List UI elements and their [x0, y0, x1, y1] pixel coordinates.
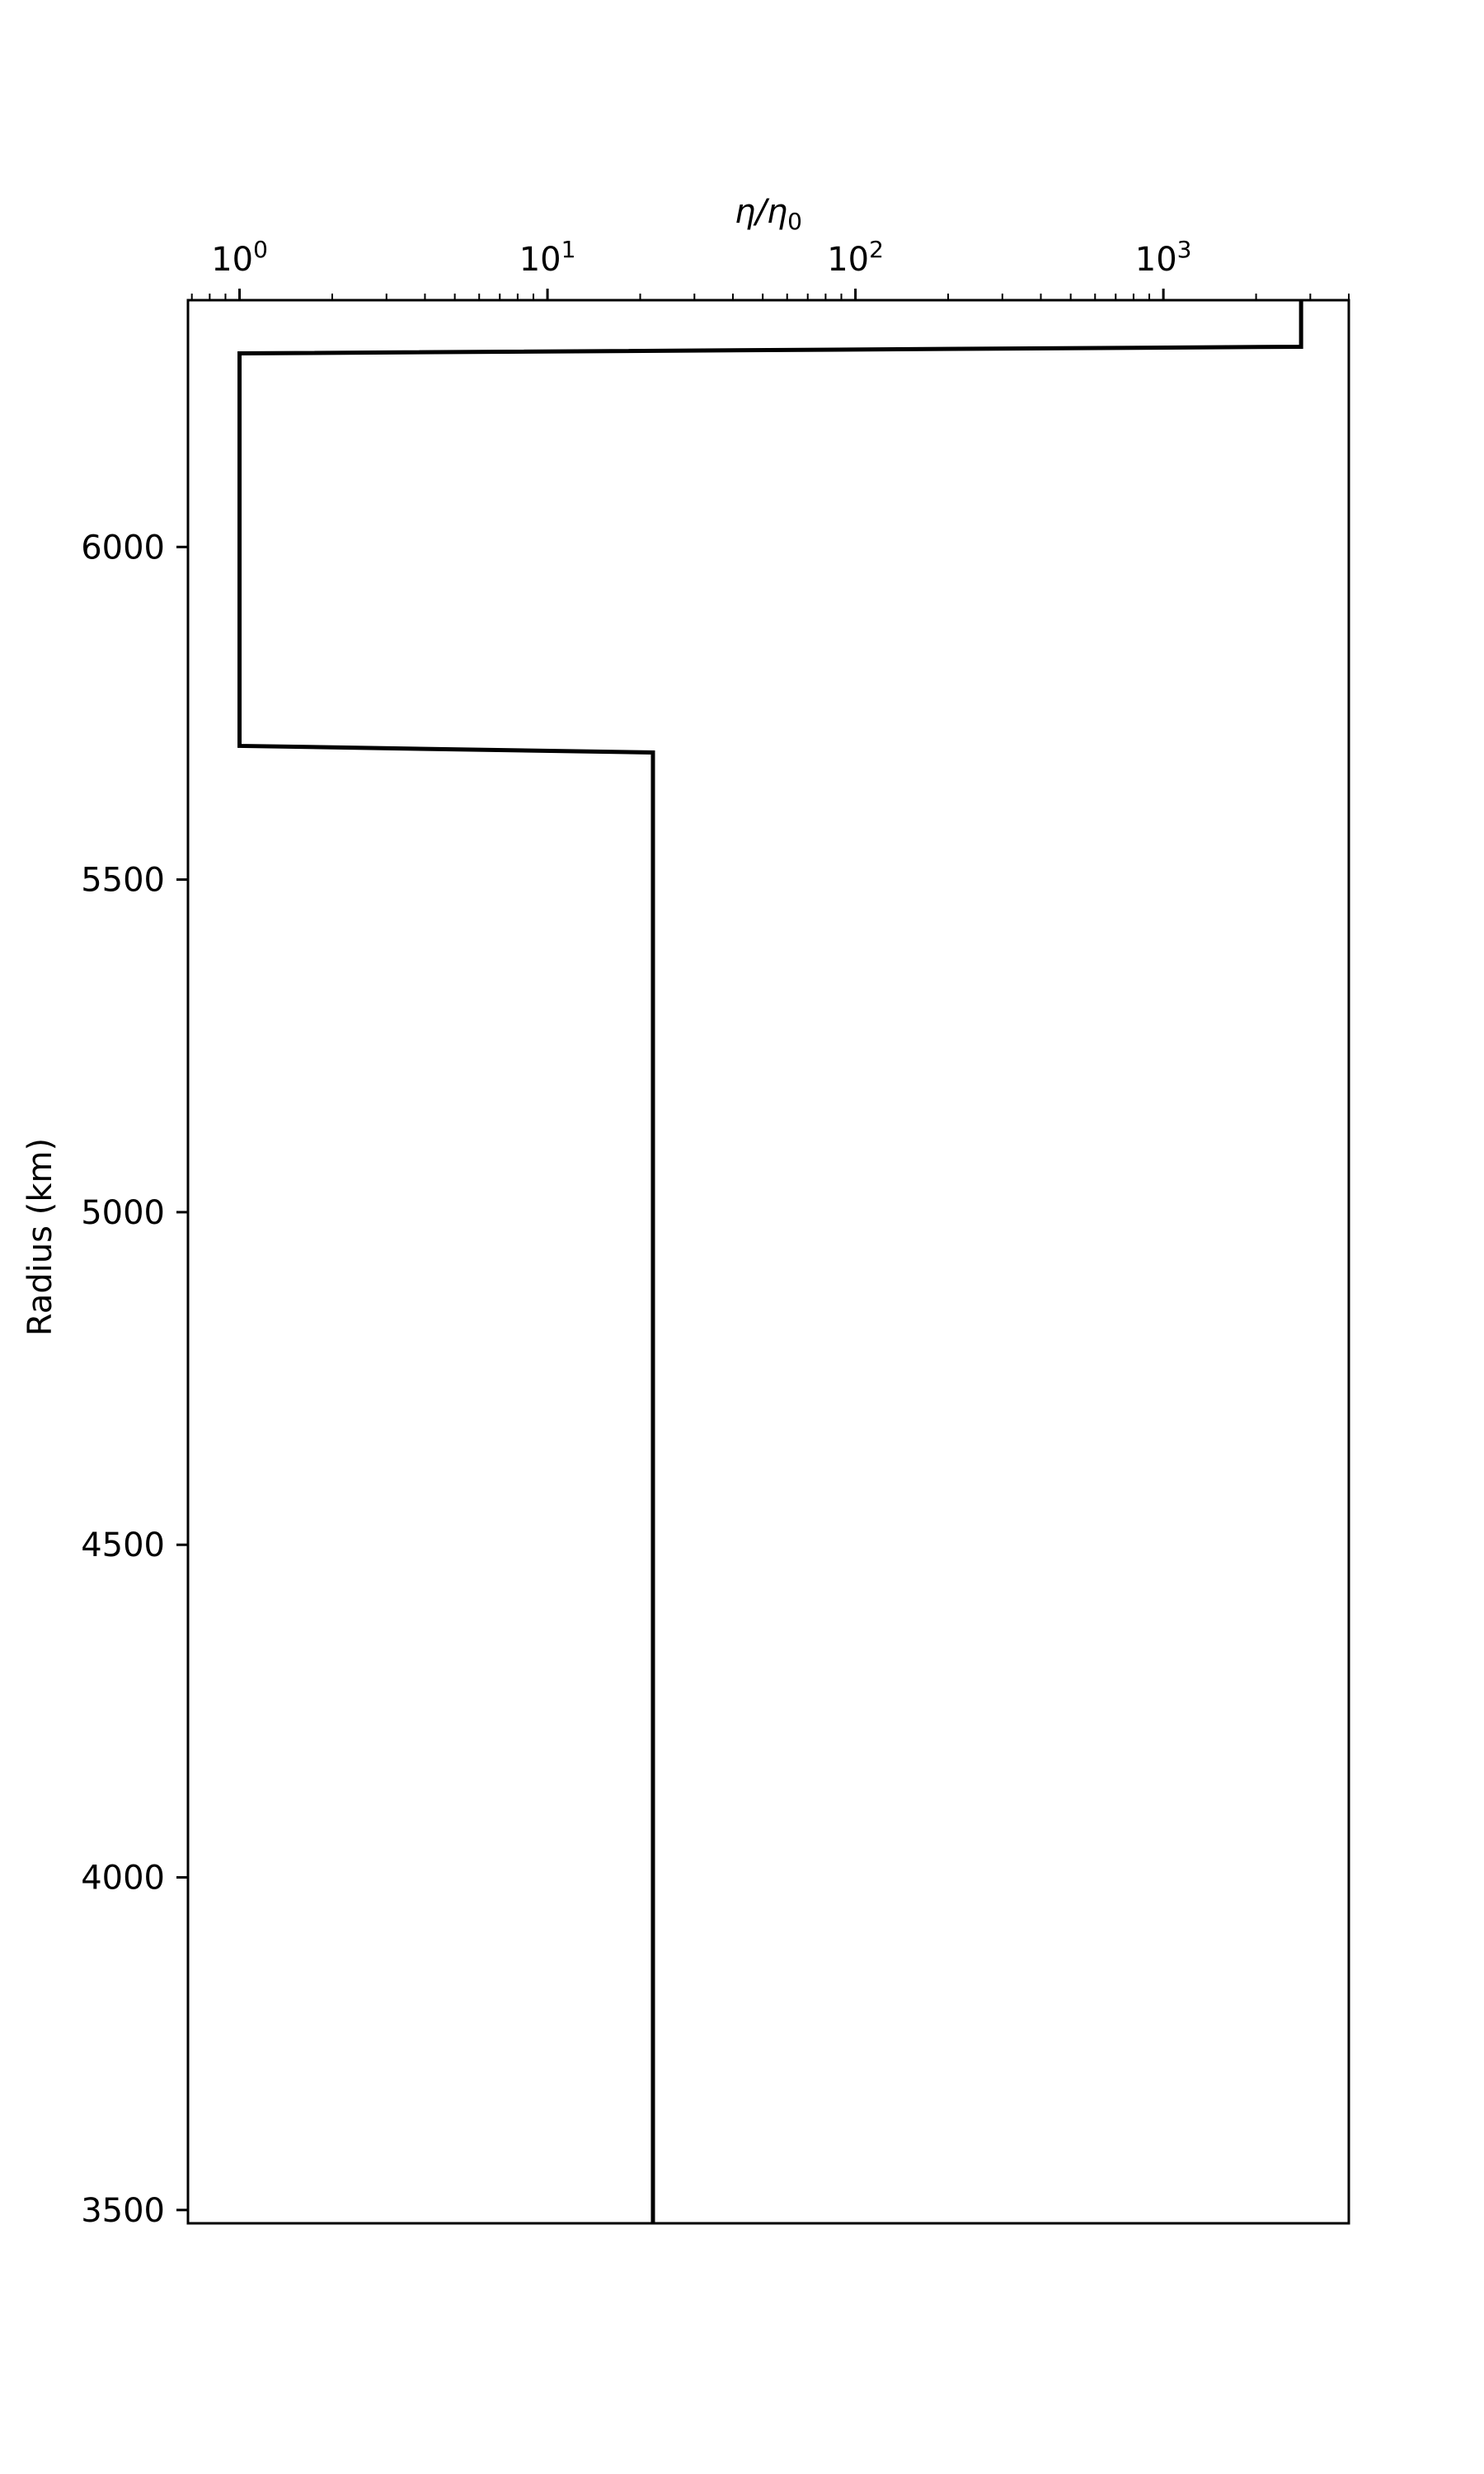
y-tick-label: 3500	[81, 2192, 165, 2230]
x-tick-label: 103	[1135, 236, 1192, 279]
x-tick-label: 101	[519, 236, 576, 279]
x-axis-label: η/η0	[735, 193, 802, 235]
x-tick-label-base: 10	[211, 241, 253, 279]
x-tick-label: 102	[827, 236, 884, 279]
x-tick-label-exponent: 3	[1177, 236, 1192, 263]
x-tick-label-exponent: 1	[561, 236, 576, 263]
x-tick-label-base: 10	[827, 241, 869, 279]
x-tick-label-base: 10	[1135, 241, 1177, 279]
x-axis-label-main: η/η	[735, 193, 787, 231]
y-tick-label: 5500	[81, 862, 165, 900]
x-tick-label-exponent: 2	[869, 236, 884, 263]
y-tick-label: 4000	[81, 1860, 165, 1898]
x-tick-label-base: 10	[519, 241, 561, 279]
plot-frame	[186, 299, 1350, 2225]
viscosity-series-line	[237, 300, 1303, 2223]
x-tick-label: 100	[211, 236, 268, 279]
x-tick-label-exponent: 0	[253, 236, 268, 263]
y-tick-label: 4500	[81, 1526, 165, 1564]
y-tick-label: 6000	[81, 529, 165, 567]
y-axis-label: Radius (km)	[21, 1138, 59, 1336]
y-tick-label: 5000	[81, 1194, 165, 1232]
x-axis-label-subscript: 0	[787, 208, 802, 235]
